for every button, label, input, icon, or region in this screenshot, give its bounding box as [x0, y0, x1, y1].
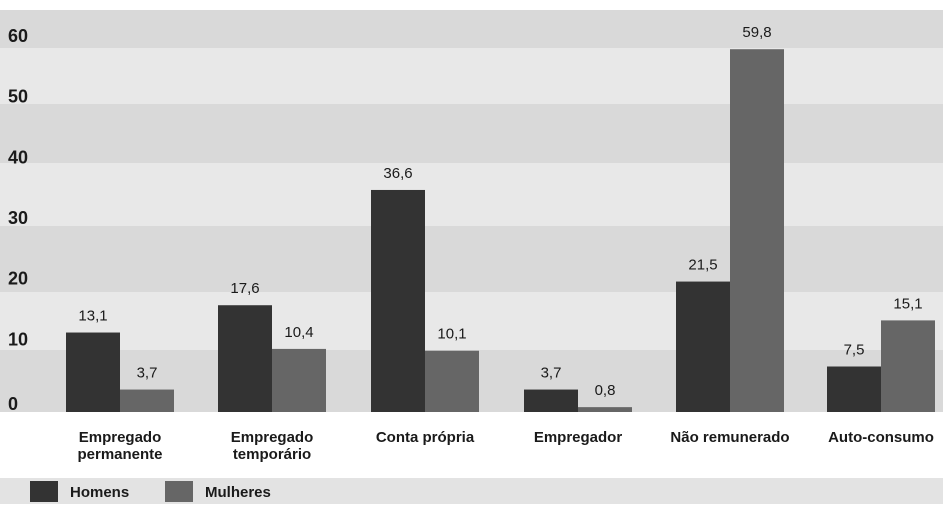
y-tick-label: 40 — [8, 147, 28, 167]
grid-bands — [0, 10, 943, 412]
bar-homens — [676, 281, 730, 412]
grid-band — [0, 104, 943, 163]
data-label: 59,8 — [742, 24, 771, 41]
category-label: Empregado — [79, 429, 162, 446]
category-label: Não remunerado — [670, 429, 789, 446]
legend-swatch-mulheres — [165, 481, 193, 502]
y-tick-label: 50 — [8, 87, 28, 107]
legend-swatch-homens — [30, 481, 58, 502]
category-label: Empregador — [534, 429, 623, 446]
data-label: 3,7 — [541, 365, 562, 382]
data-label: 0,8 — [595, 382, 616, 399]
y-tick-label: 60 — [8, 26, 28, 46]
bar-homens — [524, 389, 578, 412]
bar-homens — [66, 332, 120, 412]
y-axis-ticks: 0 10 20 30 40 50 60 — [8, 26, 28, 414]
value-labels: 13,1 17,6 36,6 3,7 21,5 7,5 3,7 10,4 10,1 0,8 59,8… — [78, 24, 922, 399]
bar-homens — [827, 366, 881, 412]
bar-homens — [218, 305, 272, 412]
bar-mulheres — [425, 350, 479, 412]
y-tick-label: 0 — [8, 394, 18, 414]
data-label: 10,4 — [284, 324, 313, 341]
data-label: 7,5 — [844, 342, 865, 359]
bar-homens — [371, 189, 425, 412]
bar-mulheres — [120, 389, 174, 412]
legend: Homens Mulheres — [0, 478, 943, 504]
category-labels: EmpregadopermanenteEmpregadotemporárioCo… — [77, 429, 933, 463]
data-label: 36,6 — [383, 165, 412, 182]
data-label: 21,5 — [688, 257, 717, 274]
data-label: 3,7 — [137, 365, 158, 382]
legend-label: Homens — [70, 484, 129, 501]
bar-mulheres — [881, 320, 935, 412]
category-label: temporário — [233, 446, 311, 463]
category-label: Auto-consumo — [828, 429, 934, 446]
legend-label: Mulheres — [205, 484, 271, 501]
bars — [66, 49, 935, 413]
y-tick-label: 30 — [8, 208, 28, 228]
category-label: Empregado — [231, 429, 314, 446]
data-label: 10,1 — [437, 326, 466, 343]
category-label: permanente — [77, 446, 162, 463]
data-label: 15,1 — [893, 295, 922, 312]
legend-background — [0, 478, 943, 504]
data-label: 13,1 — [78, 308, 107, 325]
bar-mulheres — [272, 348, 326, 412]
grid-band — [0, 48, 943, 104]
grid-band — [0, 292, 943, 350]
category-label: Conta própria — [376, 429, 475, 446]
grid-band — [0, 163, 943, 226]
y-tick-label: 10 — [8, 329, 28, 349]
bar-mulheres — [578, 407, 632, 412]
grid-band — [0, 10, 943, 48]
data-label: 17,6 — [230, 280, 259, 297]
grid-band — [0, 226, 943, 292]
bar-mulheres — [730, 49, 784, 413]
y-tick-label: 20 — [8, 269, 28, 289]
